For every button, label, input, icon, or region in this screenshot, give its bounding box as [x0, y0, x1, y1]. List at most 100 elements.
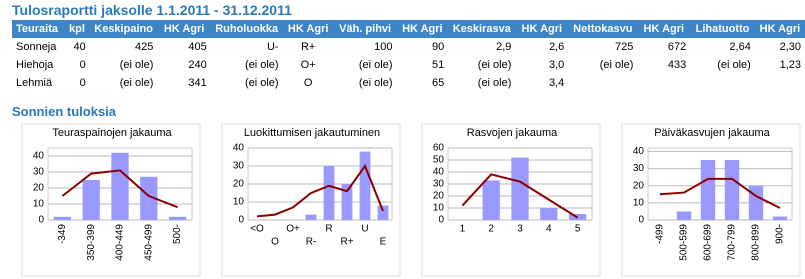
bar — [676, 211, 692, 220]
table-cell: (ei ole) — [358, 77, 393, 89]
y-tick-label: 10 — [633, 197, 645, 208]
x-tick-label: 450-499 — [143, 224, 154, 261]
bar — [748, 185, 764, 220]
table-cell: Sonneja — [16, 41, 57, 53]
bar — [511, 157, 529, 220]
table-cell: (ei ole) — [244, 59, 279, 71]
x-tick-label: -499 — [655, 224, 666, 244]
y-tick-label: 10 — [33, 199, 45, 210]
bar — [323, 166, 335, 220]
header-cell: kpl — [64, 20, 90, 38]
bar — [168, 216, 187, 220]
bar — [359, 151, 371, 220]
header-cell: HK Agri — [637, 20, 691, 38]
header-cell: Keskipaino — [89, 20, 158, 38]
x-tick-label: 4 — [546, 224, 552, 235]
report-title: Tulosraportti jaksolle 1.1.2011 - 31.12.… — [12, 2, 292, 18]
chart-title: Rasvojen jakauma — [467, 127, 558, 139]
table-cell: 0 — [79, 77, 86, 89]
table-cell: (ei ole) — [119, 59, 154, 71]
chart-title: Luokittumisen jakautuminen — [244, 127, 380, 139]
x-tick-label: 2 — [488, 224, 494, 235]
header-cell: Nettokasvu — [568, 20, 638, 38]
header-cell: Teuraita — [12, 20, 65, 38]
x-tick-label: 3 — [517, 224, 523, 235]
x-tick-label: 700-799 — [727, 224, 738, 261]
table-row: Hiehoja 0 (ei ole) 240 (ei ole) O+ (ei ole) 51 (… — [12, 56, 805, 74]
table-cell: 2,30 — [779, 41, 801, 53]
table-cell: 341 — [188, 77, 207, 89]
y-tick-label: 10 — [433, 203, 445, 214]
x-tick-label: 5 — [575, 224, 581, 235]
table-cell: 672 — [667, 41, 687, 53]
trend-line — [659, 177, 781, 209]
bar — [111, 152, 129, 220]
results-table: Teuraita kpl Keskipaino HK Agri Ruholuokka HK… — [12, 20, 805, 92]
chart-title: Teuraspainojen jakauma — [52, 127, 172, 139]
table-cell: 2,64 — [729, 41, 751, 53]
table-cell: U- — [266, 41, 279, 53]
y-tick-label: 30 — [433, 179, 445, 190]
x-tick-label: 900- — [775, 224, 786, 244]
header-cell: HK Agri — [282, 20, 334, 38]
header-cell: Väh. pihvi — [333, 20, 397, 38]
x-tick-label: O+ — [286, 224, 300, 235]
table-cell: (ei ole) — [119, 77, 154, 89]
header-cell: HK Agri — [515, 20, 569, 38]
bar — [341, 184, 353, 220]
y-tick-label: 0 — [38, 215, 44, 226]
table-cell: 90 — [431, 41, 445, 53]
header-cell: HK Agri — [396, 20, 449, 38]
table-cell: 240 — [188, 59, 207, 71]
table-cell: 725 — [615, 41, 634, 53]
y-tick-label: 20 — [633, 180, 645, 191]
header-cell: Lihatuotto — [690, 20, 755, 38]
bar — [772, 216, 788, 220]
y-tick-label: 0 — [238, 215, 244, 226]
bar — [724, 160, 740, 220]
y-tick-label: 40 — [233, 143, 245, 154]
table-cell: 40 — [73, 41, 86, 53]
table-cell: O+ — [300, 59, 316, 71]
table-cell: R+ — [300, 41, 316, 53]
table-cell: 51 — [431, 59, 445, 71]
bar — [82, 180, 100, 220]
table-cell: 65 — [431, 77, 445, 89]
table-cell: 405 — [188, 41, 207, 53]
y-tick-label: 20 — [233, 179, 245, 190]
bar — [377, 205, 389, 220]
y-tick-label: 40 — [433, 167, 445, 178]
header-cell: Ruholuokka — [210, 20, 283, 38]
y-tick-label: 30 — [233, 161, 245, 172]
x-tick-label: 500- — [172, 224, 183, 244]
table-cell: (ei ole) — [477, 77, 512, 89]
y-tick-label: 30 — [33, 167, 45, 178]
table-cell: (ei ole) — [599, 59, 634, 71]
bar — [482, 180, 500, 220]
header-cell: HK Agri — [754, 20, 805, 38]
y-tick-label: 40 — [633, 146, 645, 157]
y-tick-label: 30 — [633, 163, 645, 174]
y-tick-label: 20 — [33, 183, 45, 194]
x-tick-label: -349 — [57, 224, 68, 244]
trend-line — [256, 163, 384, 218]
table-cell: 2,9 — [496, 41, 512, 53]
x-tick-label: O — [271, 237, 279, 248]
table-cell: Hiehoja — [16, 59, 54, 71]
y-tick-label: 40 — [33, 151, 45, 162]
x-tick-label: 600-699 — [703, 224, 714, 261]
y-tick-label: 10 — [233, 197, 245, 208]
x-tick-label: U — [361, 224, 368, 235]
chart-frame — [21, 123, 201, 277]
table-cell: O — [303, 77, 313, 89]
x-tick-label: 400-449 — [115, 224, 126, 261]
x-tick-label: 350-399 — [86, 224, 97, 261]
bar — [140, 176, 158, 220]
bar — [700, 160, 716, 220]
x-tick-label: 500-599 — [679, 224, 690, 261]
x-tick-label: 1 — [460, 224, 466, 235]
chart-frame — [221, 123, 401, 277]
table-cell: 3,0 — [548, 59, 565, 71]
